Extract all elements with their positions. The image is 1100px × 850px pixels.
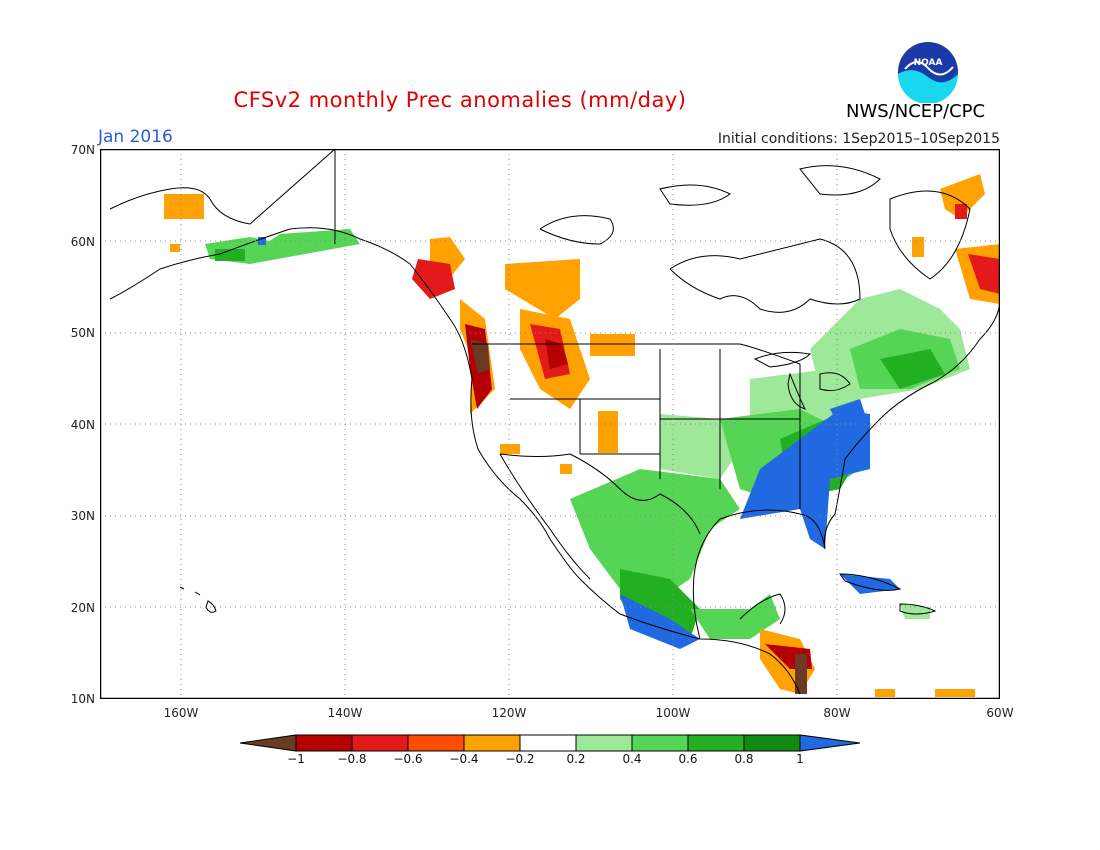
colorbar-swatch bbox=[519, 734, 577, 752]
anomaly-patch bbox=[900, 604, 930, 619]
colorbar-label: 0.2 bbox=[566, 752, 586, 766]
colorbar-arrow-left bbox=[240, 734, 297, 752]
colorbar-swatch bbox=[687, 734, 745, 752]
coastlines bbox=[109, 149, 1000, 695]
lat-label: 50N bbox=[70, 326, 95, 340]
precip-anomaly-map bbox=[100, 149, 1000, 699]
noaa-logo: NOAA bbox=[898, 42, 958, 103]
colorbar-label: 0.8 bbox=[734, 752, 754, 766]
agency-label: NWS/NCEP/CPC bbox=[846, 101, 986, 122]
colorbar-label: 0.4 bbox=[622, 752, 642, 766]
colorbar-swatch bbox=[575, 734, 633, 752]
anomaly-patch bbox=[545, 339, 568, 369]
anomaly-patch bbox=[880, 349, 945, 389]
anomaly-patch bbox=[560, 464, 572, 474]
anomaly-patch bbox=[505, 259, 580, 319]
forecast-month: Jan 2016 bbox=[98, 127, 173, 147]
noaa-logo-text: NOAA bbox=[914, 58, 943, 68]
colorbar-swatch bbox=[351, 734, 409, 752]
colorbar-label: 1 bbox=[796, 752, 804, 766]
anomaly-patch bbox=[968, 254, 1000, 294]
colorbar-swatch bbox=[631, 734, 689, 752]
colorbar-swatch bbox=[295, 734, 353, 752]
colorbar-label: −0.2 bbox=[505, 752, 535, 766]
lon-label: 140W bbox=[327, 706, 363, 720]
anomaly-patch bbox=[690, 594, 780, 639]
lat-label: 10N bbox=[70, 692, 95, 706]
anomaly-patch bbox=[570, 469, 740, 599]
anomaly-patch bbox=[840, 574, 900, 594]
initial-conditions: Initial conditions: 1Sep2015–10Sep2015 bbox=[717, 131, 1000, 147]
colorbar-swatch bbox=[463, 734, 521, 752]
anomaly-patch bbox=[258, 237, 266, 245]
colorbar-arrow-right bbox=[799, 734, 861, 752]
lat-label: 60N bbox=[70, 235, 95, 249]
anomaly-patch bbox=[164, 194, 204, 219]
anomaly-patch bbox=[215, 249, 245, 261]
anomaly-patch bbox=[795, 654, 807, 694]
colorbar-label: −0.4 bbox=[449, 752, 479, 766]
colorbar-label: 0.6 bbox=[678, 752, 698, 766]
lat-label: 70N bbox=[70, 143, 95, 157]
map-title: CFSv2 monthly Prec anomalies (mm/day) bbox=[233, 88, 687, 112]
colorbar-swatch bbox=[407, 734, 465, 752]
lon-label: 100W bbox=[655, 706, 691, 720]
lon-label: 60W bbox=[986, 706, 1014, 720]
anomaly-patch bbox=[500, 444, 520, 454]
anomaly-patch bbox=[912, 237, 924, 257]
anomaly-patch bbox=[590, 334, 635, 356]
anomaly-patch bbox=[170, 244, 180, 252]
lat-label: 20N bbox=[70, 601, 95, 615]
anomaly-patch bbox=[940, 174, 985, 219]
lat-label: 40N bbox=[70, 418, 95, 432]
map-frame bbox=[100, 149, 1000, 699]
lat-label: 30N bbox=[70, 509, 95, 523]
colorbar-swatch bbox=[743, 734, 801, 752]
gridlines bbox=[100, 149, 1000, 699]
anomaly-patch bbox=[955, 204, 967, 219]
lon-label: 160W bbox=[163, 706, 199, 720]
anomaly-patch bbox=[875, 689, 895, 697]
anomaly-patch bbox=[935, 689, 975, 697]
colorbar-label: −1 bbox=[287, 752, 305, 766]
colorbar-label: −0.8 bbox=[337, 752, 367, 766]
lon-label: 120W bbox=[491, 706, 527, 720]
anomaly-patch bbox=[470, 339, 490, 374]
anomaly-patch bbox=[412, 259, 455, 299]
lon-label: 80W bbox=[823, 706, 851, 720]
colorbar bbox=[240, 734, 861, 752]
colorbar-label: −0.6 bbox=[393, 752, 423, 766]
anomaly-patch bbox=[598, 411, 618, 453]
anomaly-patch bbox=[620, 594, 700, 649]
